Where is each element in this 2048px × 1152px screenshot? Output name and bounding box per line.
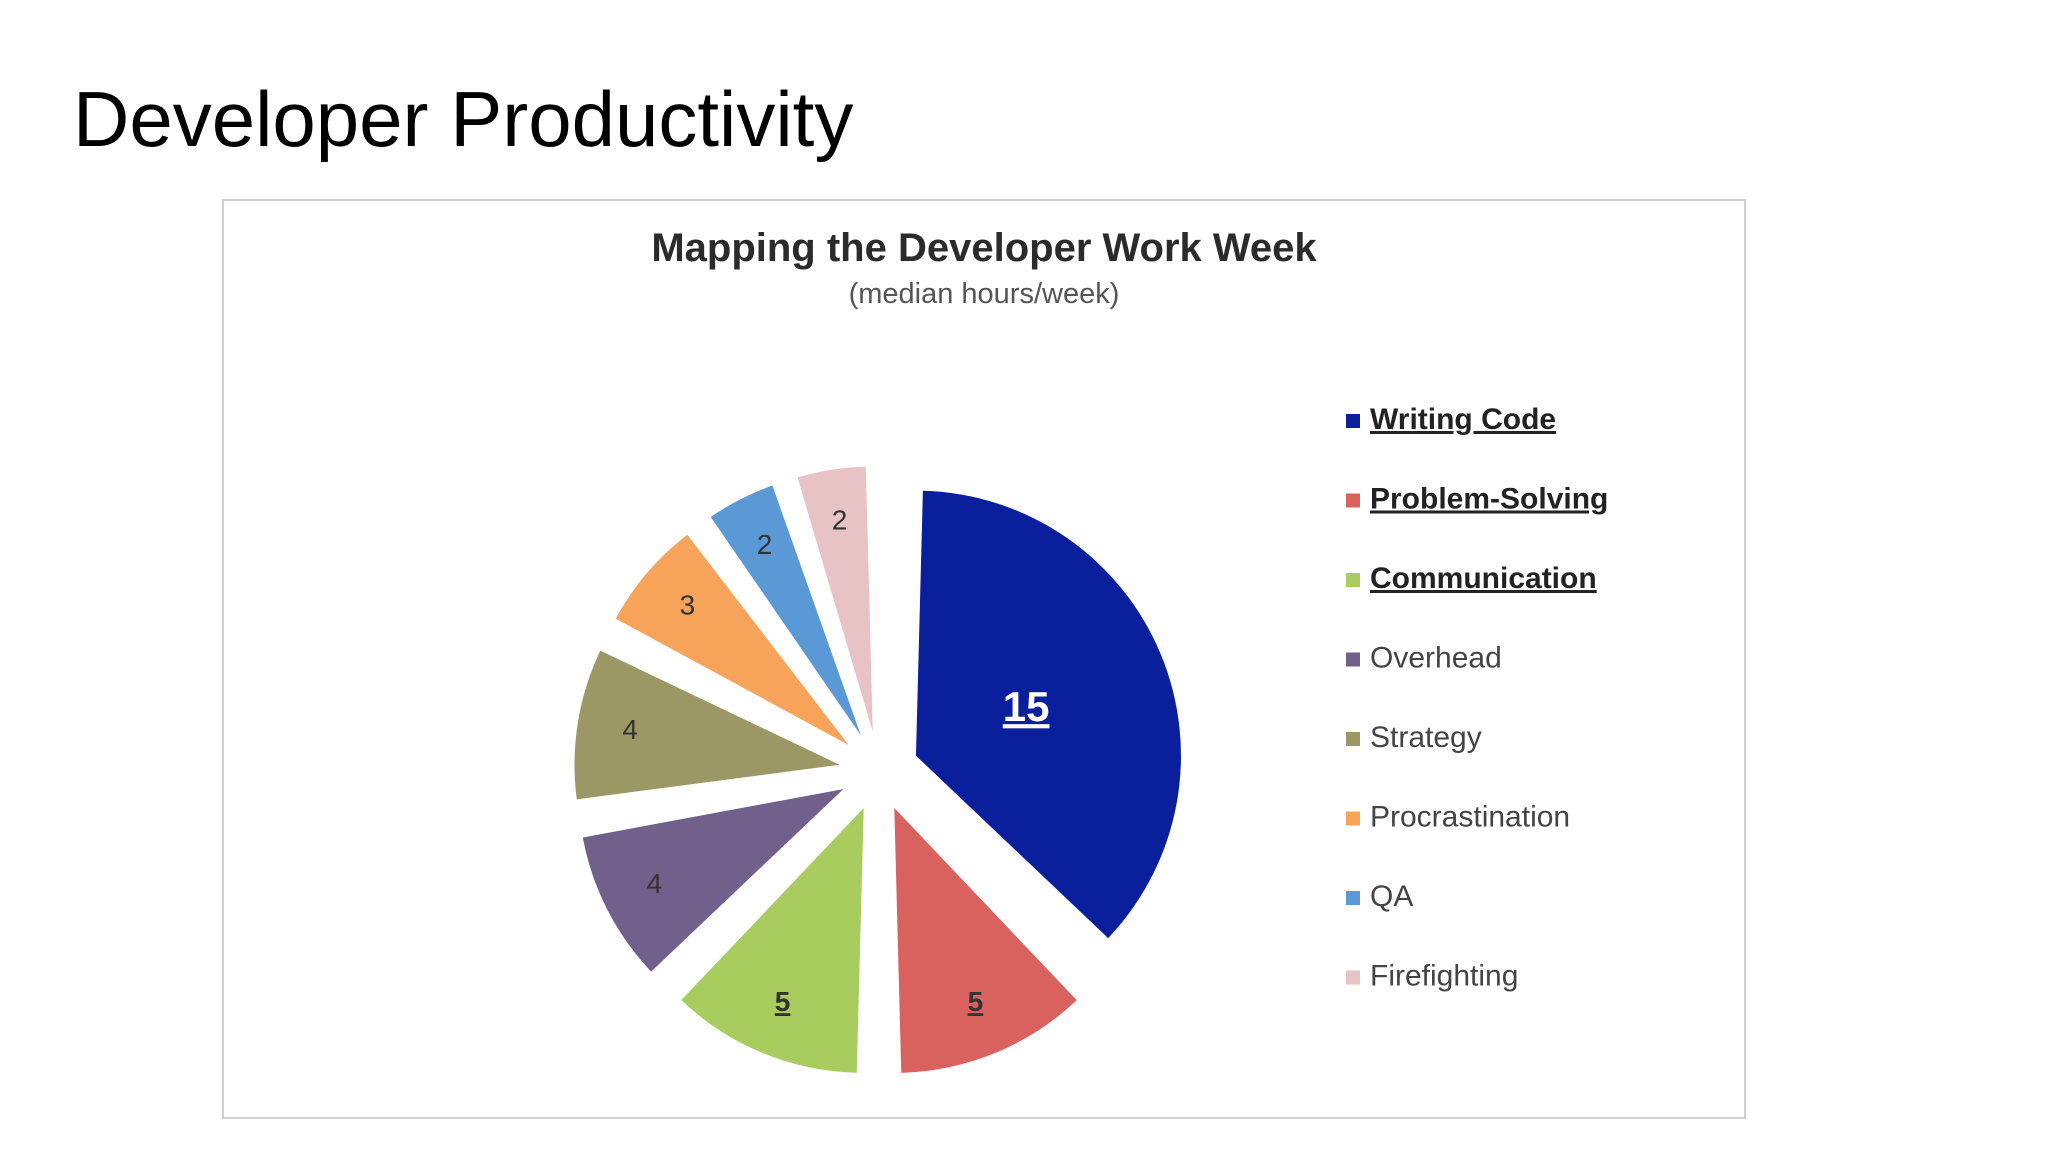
data-label-problem-solving: 5 — [968, 986, 984, 1017]
chart-title: Mapping the Developer Work Week — [651, 226, 1317, 270]
data-label-firefighting: 2 — [832, 504, 848, 535]
pie-slice-writing-code — [915, 490, 1181, 939]
legend-label-strategy: Strategy — [1370, 721, 1482, 754]
data-label-communication: 5 — [775, 986, 791, 1017]
legend-swatch-firefighting — [1346, 970, 1360, 985]
legend-label-writing-code: Writing Code — [1370, 403, 1556, 436]
pie-slice-strategy — [574, 650, 840, 800]
legend-swatch-procrastination — [1346, 811, 1360, 826]
pie-slice-procrastination — [615, 534, 849, 746]
pie-labels: 15 5 5 4 4 3 2 2 — [622, 504, 1049, 1017]
legend-swatch-problem-solving — [1346, 493, 1360, 508]
pie-slice-firefighting — [797, 466, 873, 732]
pie-slice-communication — [681, 807, 864, 1073]
pie-slices — [574, 466, 1181, 1073]
data-label-procrastination: 3 — [680, 590, 696, 621]
pie-slice-problem-solving — [894, 807, 1077, 1073]
chart-frame: Mapping the Developer Work Week (median … — [222, 199, 1746, 1119]
legend-label-problem-solving: Problem-Solving — [1370, 483, 1608, 516]
legend-label-overhead: Overhead — [1370, 642, 1502, 675]
chart-legend: Writing Code Problem-Solving Communication… — [1346, 403, 1608, 993]
legend-label-procrastination: Procrastination — [1370, 801, 1570, 834]
chart-subtitle: (median hours/week) — [849, 278, 1120, 310]
legend-swatch-qa — [1346, 891, 1360, 905]
data-label-writing-code: 15 — [1003, 683, 1050, 730]
legend-label-communication: Communication — [1370, 562, 1597, 595]
legend-swatch-strategy — [1346, 732, 1360, 746]
pie-slice-overhead — [582, 789, 844, 972]
slide-title: Developer Productivity — [73, 75, 854, 163]
legend-swatch-overhead — [1346, 652, 1360, 667]
pie-chart: Mapping the Developer Work Week (median … — [574, 226, 1608, 1073]
legend-label-firefighting: Firefighting — [1370, 960, 1518, 993]
data-label-strategy: 4 — [622, 714, 638, 745]
legend-swatch-communication — [1346, 573, 1360, 587]
data-label-overhead: 4 — [647, 868, 663, 899]
legend-swatch-writing-code — [1346, 414, 1360, 428]
pie-slice-qa — [710, 485, 861, 736]
legend-label-qa: QA — [1370, 880, 1413, 913]
data-label-qa: 2 — [757, 529, 773, 560]
